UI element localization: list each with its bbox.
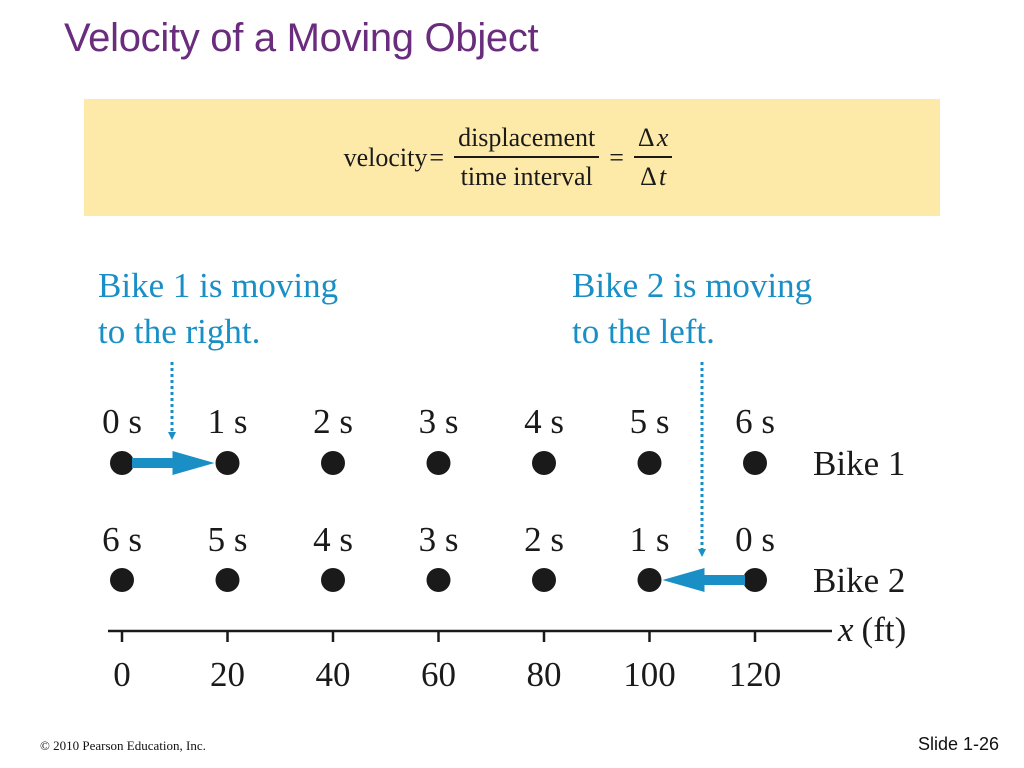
- slide-title: Velocity of a Moving Object: [64, 16, 539, 60]
- bike1-position-dot: [321, 451, 345, 475]
- bike2-time-label: 3 s: [419, 520, 459, 559]
- x-axis-label: x (ft): [837, 610, 906, 649]
- bike1-label: Bike 1: [813, 444, 905, 483]
- callout-bike2-line1: Bike 2 is moving: [572, 266, 812, 305]
- bike2-position-dot: [637, 568, 662, 592]
- bike2-position-dot: [321, 568, 345, 592]
- velocity-formula: velocity = displacement time interval = …: [84, 99, 940, 216]
- bike1-time-label: 1 s: [208, 402, 248, 441]
- diagram-marks: 0 s 6 s 0 1 s 5 s 20 2 s 4 s 40 3 s 3 s 60 4 s 2 s 80 5…: [102, 402, 781, 694]
- bike1-position-dot: [532, 451, 556, 475]
- x-axis-tick-label: 0: [113, 655, 131, 694]
- bike1-position-dot: [110, 451, 134, 475]
- delta-symbol: Δ: [637, 123, 655, 153]
- callout-bike1-line2: to the right.: [98, 312, 260, 351]
- bike1-time-label: 6 s: [735, 402, 775, 441]
- bike2-position-dot: [426, 568, 451, 592]
- delta-symbol: Δ: [640, 162, 657, 191]
- x-axis-label-var: x: [837, 610, 854, 649]
- bike2-time-label: 6 s: [102, 520, 142, 559]
- bike1-position-dot: [637, 451, 662, 475]
- formula-box: velocity = displacement time interval = …: [84, 99, 940, 216]
- formula-equals-2: =: [609, 142, 624, 172]
- bike2-position-dot: [743, 568, 767, 592]
- fraction-displacement-over-time: displacement time interval: [454, 123, 600, 192]
- bike1-time-label: 4 s: [524, 402, 564, 441]
- bike2-time-label: 2 s: [524, 520, 564, 559]
- bike2-time-label: 1 s: [630, 520, 670, 559]
- bike2-time-label: 5 s: [208, 520, 248, 559]
- x-axis-label-unit: (ft): [862, 610, 907, 649]
- bike1-time-label: 3 s: [419, 402, 459, 441]
- formula-equals-1: =: [429, 142, 445, 172]
- bike2-label: Bike 2: [813, 561, 905, 600]
- fraction-numerator: displacement: [454, 123, 600, 158]
- bike1-displacement-arrow: [132, 451, 215, 475]
- bike2-time-label: 0 s: [735, 520, 775, 559]
- bike2-displacement-arrow: [662, 568, 745, 592]
- slide-number: Slide 1-26: [918, 734, 1000, 754]
- bike1-position-dot: [743, 451, 767, 475]
- bike2-position-dot: [110, 568, 134, 592]
- fraction-delta-x-over-delta-t: Δ x Δ t: [633, 123, 673, 192]
- callout-bike2-line2: to the left.: [572, 312, 715, 351]
- bike2-position-dot: [532, 568, 556, 592]
- x-axis-tick-label: 20: [210, 655, 245, 694]
- footer-copyright: © 2010 Pearson Education, Inc.: [40, 738, 206, 753]
- fraction-denominator-delta-t: Δ t: [636, 158, 670, 192]
- formula-lhs: velocity: [343, 142, 428, 172]
- x-axis-tick-label: 80: [527, 655, 562, 694]
- bike1-position-dot: [426, 451, 451, 475]
- callout-bike1-line1: Bike 1 is moving: [98, 266, 338, 305]
- fraction-denominator: time interval: [460, 162, 593, 191]
- var-t: t: [658, 162, 667, 191]
- x-axis-tick-label: 120: [729, 655, 782, 694]
- bike1-position-dot: [215, 451, 240, 475]
- fraction-numerator-delta-x: Δ x: [633, 123, 673, 158]
- bike1-time-label: 0 s: [102, 402, 142, 441]
- bike1-time-label: 2 s: [313, 402, 353, 441]
- var-x: x: [656, 123, 669, 153]
- bike2-position-dot: [215, 568, 240, 592]
- x-axis-tick-label: 60: [421, 655, 456, 694]
- x-axis-tick-label: 40: [316, 655, 351, 694]
- x-axis-tick-label: 100: [623, 655, 676, 694]
- bike2-time-label: 4 s: [313, 520, 353, 559]
- bike1-time-label: 5 s: [630, 402, 670, 441]
